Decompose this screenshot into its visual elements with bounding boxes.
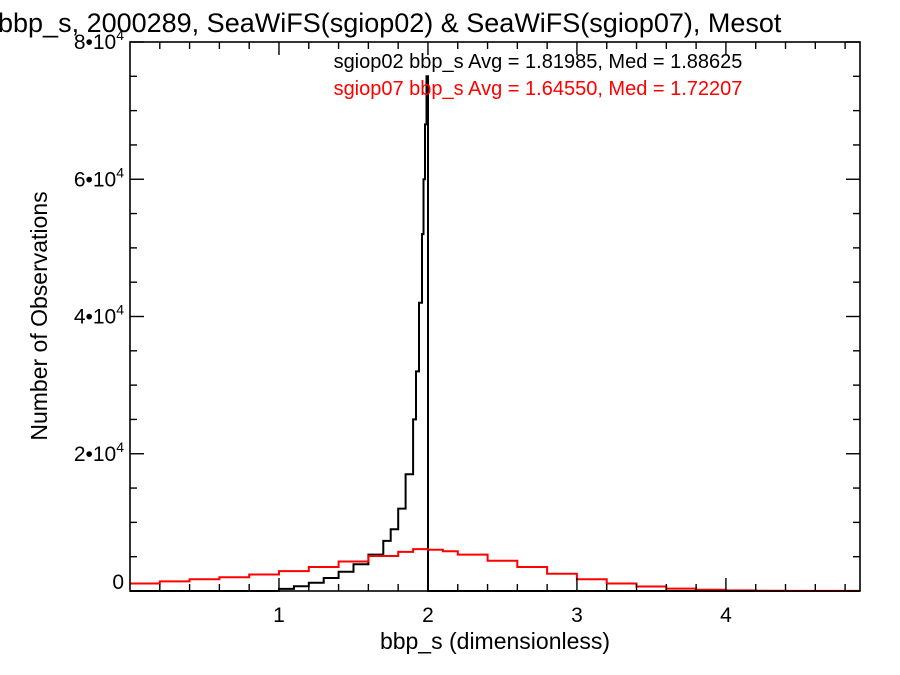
y-tick-mantissa: 6•10 [74, 168, 116, 191]
y-tick-exponent: 4 [116, 439, 124, 455]
x-tick-label: 4 [720, 604, 732, 627]
plot-frame [129, 41, 861, 592]
plot-series [130, 75, 861, 592]
stats-annotation-sgiop07: sgiop07 bbp_s Avg = 1.64550, Med = 1.722… [334, 78, 743, 100]
x-tick-label: 2 [422, 604, 434, 627]
series-line-0 [130, 75, 860, 592]
stats-annotation-sgiop02: sgiop02 bbp_s Avg = 1.81985, Med = 1.886… [334, 51, 743, 73]
y-tick-label: 4•104 [74, 302, 124, 329]
x-tick-label: 1 [273, 604, 285, 627]
x-tick-label: 3 [571, 604, 583, 627]
y-tick-exponent: 4 [116, 27, 124, 43]
y-tick-mantissa: 2•10 [74, 443, 116, 466]
y-tick-mantissa: 4•10 [74, 306, 116, 329]
y-tick-mantissa: 0 [112, 571, 124, 594]
y-tick-label: 2•104 [74, 439, 124, 466]
x-axis-ticks: 1 2 3 4 [159, 42, 846, 627]
y-tick-label: 6•104 [74, 164, 124, 191]
y-tick-exponent: 4 [116, 164, 124, 180]
y-tick-label: 0 [112, 571, 124, 594]
y-tick-exponent: 4 [116, 302, 124, 318]
x-axis-label: bbp_s (dimensionless) [380, 628, 610, 654]
y-axis-label: Number of Observations [26, 191, 52, 440]
series-line-1 [130, 548, 861, 592]
y-tick-label: 8•104 [74, 27, 124, 54]
y-tick-mantissa: 8•10 [74, 31, 116, 54]
chart-title: bbp_s, 2000289, SeaWiFS(sgiop02) & SeaWi… [0, 8, 782, 38]
